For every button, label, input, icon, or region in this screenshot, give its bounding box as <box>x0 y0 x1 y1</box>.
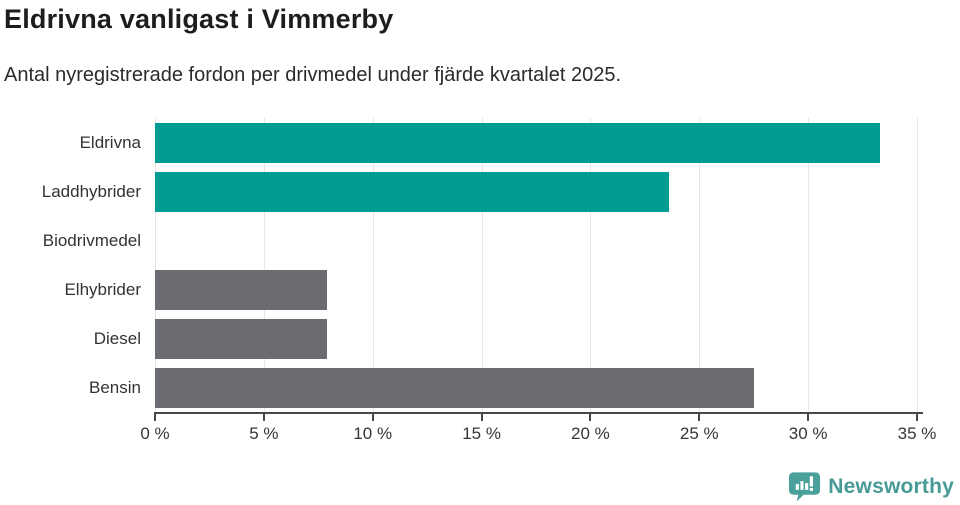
category-label: Bensin <box>89 378 141 398</box>
plot-area <box>155 118 918 413</box>
gridline <box>917 118 918 413</box>
x-tick <box>589 414 592 421</box>
bar-laddhybrider <box>155 171 669 212</box>
gridline <box>808 118 810 413</box>
bar-elhybrider <box>155 270 327 311</box>
x-tick <box>698 414 701 421</box>
x-tick-label: 0 % <box>140 424 170 443</box>
category-labels: Eldrivna Laddhybrider Biodrivmedel Elhybrid… <box>0 118 141 413</box>
brand-name: Newsworthy <box>828 474 954 498</box>
gridline <box>155 118 156 413</box>
brand-logo[interactable]: Newsworthy <box>788 471 954 502</box>
x-tick-label: 10 % <box>353 424 393 443</box>
gridline <box>481 118 483 413</box>
category-label: Elhybrider <box>64 280 141 300</box>
x-tick-label: 30 % <box>788 424 828 443</box>
category-label: Laddhybrider <box>41 181 141 201</box>
gridline <box>699 118 701 413</box>
bar-eldrivna <box>155 122 880 163</box>
x-axis-line <box>154 412 923 414</box>
gridline <box>263 118 265 413</box>
x-axis-ticks <box>154 414 918 422</box>
chart-title: Eldrivna vanligast i Vimmerby <box>4 4 394 34</box>
chart-subtitle: Antal nyregistrerade fordon per drivmede… <box>4 64 622 86</box>
x-axis-tick-labels: 0 % 5 % 10 % 15 % 20 % 25 % 30 % 35 % <box>140 424 936 446</box>
x-tick <box>371 414 374 421</box>
bar-diesel <box>155 319 327 360</box>
x-tick-label: 20 % <box>571 424 610 443</box>
x-tick <box>262 414 265 421</box>
bar-bensin <box>155 368 754 409</box>
x-tick <box>154 414 156 421</box>
x-tick-label: 35 % <box>897 424 937 443</box>
x-tick <box>916 414 918 421</box>
x-tick-label: 25 % <box>679 424 719 443</box>
category-label: Diesel <box>93 329 141 349</box>
x-tick <box>480 414 483 421</box>
newsworthy-logo-icon <box>789 472 821 502</box>
category-label: Biodrivmedel <box>42 230 141 250</box>
x-tick <box>807 414 810 421</box>
category-label: Eldrivna <box>79 132 141 152</box>
x-tick-label: 5 % <box>249 424 279 443</box>
gridline <box>590 118 592 413</box>
x-tick-label: 15 % <box>462 424 501 443</box>
gridline <box>372 118 374 413</box>
